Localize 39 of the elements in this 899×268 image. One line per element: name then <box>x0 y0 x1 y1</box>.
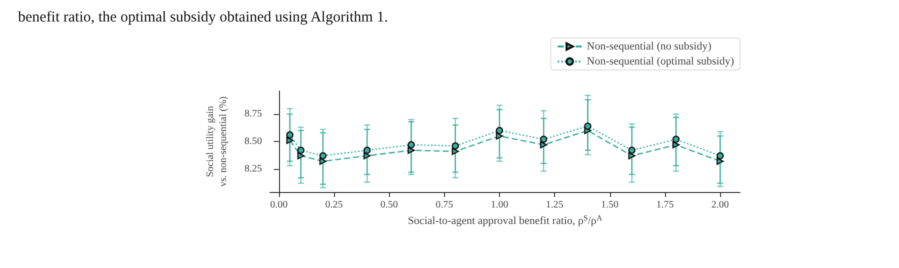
point <box>452 142 459 150</box>
point <box>286 136 294 144</box>
x-tick-label: 1.50 <box>601 200 619 210</box>
point <box>672 141 680 148</box>
x-tick-label: 0.25 <box>325 200 343 210</box>
point <box>408 141 415 148</box>
point <box>319 152 327 160</box>
point <box>672 136 680 143</box>
point <box>716 152 724 160</box>
text: benefit ratio, the optimal subsidy obtained using Algorithm 1. <box>18 10 388 26</box>
x-tick-label: 1.75 <box>656 200 674 210</box>
point <box>716 158 724 165</box>
point <box>297 152 304 160</box>
x-tick-label: 2.00 <box>711 200 729 210</box>
point <box>584 122 592 130</box>
y-tick-label: 8.50 <box>244 136 262 147</box>
x-tick-label: 0.00 <box>270 200 288 210</box>
point <box>286 131 294 139</box>
point <box>540 136 548 143</box>
x-tick-label: 1.25 <box>546 200 564 210</box>
point <box>496 132 504 140</box>
point <box>363 146 371 154</box>
y-tick-label: 8.75 <box>244 108 262 120</box>
point <box>540 141 548 148</box>
y-axis-title: Social utility gain vs. non-sequential (%) <box>205 96 229 187</box>
point <box>363 152 371 160</box>
point <box>297 146 304 154</box>
x-tick-label: 0.75 <box>436 200 454 210</box>
point <box>408 146 415 154</box>
point <box>452 148 459 155</box>
point <box>319 158 327 165</box>
point <box>496 126 504 134</box>
point <box>628 146 636 154</box>
legend-label: Non-sequential (no subsidy) <box>586 40 712 52</box>
legend-label: Non-sequential (optimal subsidy) <box>586 56 734 68</box>
point <box>628 152 636 160</box>
x-tick-label: 1.00 <box>490 200 508 210</box>
x-tick-label: 0.50 <box>380 200 398 210</box>
y-tick-label: 8.25 <box>244 163 262 174</box>
